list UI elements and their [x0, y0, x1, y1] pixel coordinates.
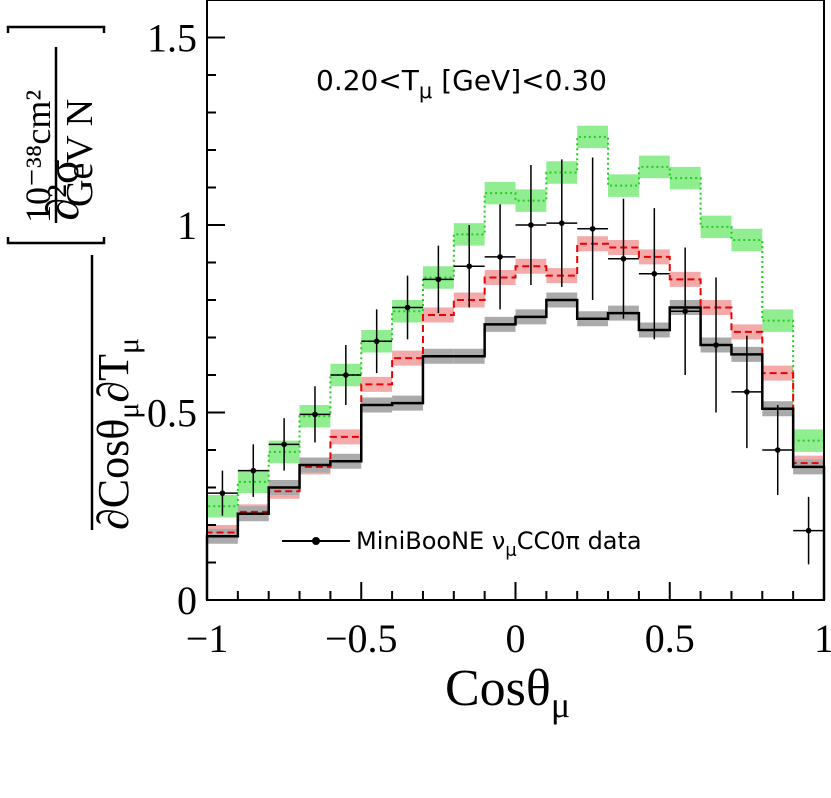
- data-point-10: [515, 165, 547, 285]
- data-marker-6: [404, 304, 411, 311]
- y-tick-label-1: 0.5: [147, 391, 197, 436]
- band-0-9: [484, 181, 516, 205]
- band-1-18: [762, 365, 794, 381]
- data-point-18: [762, 405, 794, 495]
- data-point-19: [793, 496, 824, 565]
- data-marker-10: [528, 222, 534, 228]
- data-marker-5: [373, 338, 380, 345]
- data-marker-14: [651, 270, 658, 277]
- y-tick-label-2: 1: [177, 203, 197, 248]
- data-point-9: [484, 204, 516, 310]
- axis-ticks: −1 −0.5 0 0.5 1 0 0.5 1 1.5: [147, 16, 831, 662]
- data-marker-15: [682, 308, 688, 315]
- data-point-14: [638, 208, 670, 340]
- data-marker-4: [343, 372, 349, 378]
- data-point-15: [669, 247, 701, 375]
- data-point-12: [577, 157, 609, 300]
- y-axis-label: ∂²σ ∂Cosθμ∂Tμ 10⁻³⁸cm² GeV N: [6, 25, 145, 530]
- band-0-16: [700, 215, 732, 239]
- chart-title: 0.20<Tμ [GeV]<0.30: [316, 64, 607, 103]
- y-tick-label-3: 1.5: [147, 16, 197, 61]
- data-marker-7: [435, 276, 442, 283]
- data-point-16: [700, 277, 732, 413]
- data-marker-9: [497, 254, 503, 260]
- x-tick-label-2: 0: [506, 616, 526, 661]
- band-0-13: [608, 174, 639, 197]
- x-tick-label-0: −1: [186, 616, 229, 661]
- data-point-6: [392, 275, 423, 340]
- y-label-unit-denominator: GeV N: [59, 99, 101, 207]
- legend: MiniBooNE νμCC0π data: [282, 527, 642, 561]
- data-marker-8: [466, 263, 473, 270]
- data-point-5: [361, 309, 393, 374]
- data-marker-12: [589, 225, 596, 232]
- data-point-11: [546, 159, 578, 287]
- band-0-12: [577, 125, 609, 149]
- band-0-17: [731, 228, 763, 252]
- data-marker-3: [312, 411, 318, 418]
- y-label-left-bracket: [6, 237, 106, 245]
- data-marker-16: [713, 342, 719, 348]
- model-lines: [205, 135, 826, 600]
- y-label-denominator: ∂Cosθμ∂Tμ: [89, 338, 145, 530]
- data-point-17: [731, 335, 763, 449]
- data-marker-17: [744, 389, 750, 395]
- x-tick-label-3: 0.5: [645, 616, 695, 661]
- legend-label: MiniBooNE νμCC0π data: [356, 527, 642, 561]
- x-tick-label-1: −0.5: [325, 616, 398, 661]
- data-point-7: [422, 245, 454, 314]
- x-axis-label: Cosθμ: [445, 660, 570, 725]
- y-label-unit-numerator: 10⁻³⁸cm²: [18, 90, 58, 223]
- data-point-1: [237, 444, 269, 497]
- data-point-2: [268, 418, 300, 471]
- data-marker-0: [219, 490, 226, 496]
- y-label-numerator: ∂²σ: [37, 159, 88, 221]
- data-point-3: [299, 386, 331, 443]
- y-label-right-bracket: [6, 25, 106, 33]
- data-point-13: [608, 198, 639, 319]
- x-tick-label-4: 1: [814, 616, 831, 661]
- data-point-4: [330, 345, 362, 405]
- data-point-0: [207, 470, 238, 516]
- band-1-7: [422, 307, 454, 323]
- band-0-14: [638, 155, 670, 179]
- data-points: [207, 157, 824, 565]
- data-point-8: [453, 225, 485, 308]
- data-marker-1: [250, 467, 257, 474]
- data-marker-19: [805, 527, 812, 534]
- data-marker-2: [281, 441, 287, 448]
- data-marker-13: [620, 255, 627, 262]
- y-tick-label-0: 0: [177, 578, 197, 623]
- data-marker-18: [774, 447, 781, 453]
- series-line-2: [205, 298, 826, 600]
- data-marker-11: [558, 220, 565, 226]
- series-line-0: [206, 135, 825, 600]
- legend-marker-dot: [312, 537, 320, 545]
